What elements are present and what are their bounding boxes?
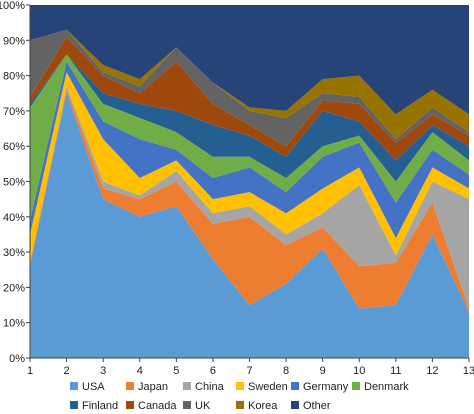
legend-label-usa: USA <box>82 381 105 393</box>
y-tick-label: 20% <box>3 282 25 294</box>
legend-swatch-usa <box>70 382 78 390</box>
legend-label-korea: Korea <box>248 400 278 412</box>
legend: USA Japan China Sweden Germany Denmark Finland… <box>70 381 409 412</box>
x-tick-label: 7 <box>246 365 252 377</box>
legend-label-other: Other <box>303 400 331 412</box>
y-tick-label: 40% <box>3 212 25 224</box>
y-tick-label: 100% <box>0 0 25 12</box>
legend-swatch-japan <box>126 382 134 390</box>
area-series-denmark <box>30 54 469 221</box>
axes-group: 0%10%20%30%40%50%60%70%80%90%100%1234567… <box>0 0 474 377</box>
area-series-usa <box>30 93 469 358</box>
legend-swatch-other <box>291 401 299 409</box>
legend-label-germany: Germany <box>303 381 349 393</box>
x-tick-label: 12 <box>426 365 438 377</box>
x-tick-label: 13 <box>463 365 474 377</box>
x-tick-label: 10 <box>353 365 365 377</box>
legend-swatch-china <box>183 382 191 390</box>
y-tick-label: 10% <box>3 318 25 330</box>
area-series-other <box>30 5 469 115</box>
y-tick-label: 80% <box>3 71 25 83</box>
y-tick-label: 30% <box>3 247 25 259</box>
x-tick-label: 1 <box>27 365 33 377</box>
area-series-uk <box>30 29 469 147</box>
legend-swatch-germany <box>291 382 299 390</box>
area-series-china <box>30 86 469 309</box>
y-tick-label: 50% <box>3 177 25 189</box>
legend-label-china: China <box>195 381 225 393</box>
x-tick-label: 8 <box>283 365 289 377</box>
legend-swatch-finland <box>70 401 78 409</box>
legend-label-sweden: Sweden <box>248 381 288 393</box>
area-series-finland <box>30 54 469 182</box>
y-tick-label: 90% <box>3 35 25 47</box>
x-tick-label: 11 <box>390 365 401 377</box>
legend-label-finland: Finland <box>82 400 118 412</box>
x-tick-label: 4 <box>137 365 143 377</box>
legend-swatch-canada <box>126 401 134 409</box>
legend-label-denmark: Denmark <box>364 381 409 393</box>
legend-swatch-sweden <box>236 382 244 390</box>
y-tick-label: 70% <box>3 106 25 118</box>
legend-label-japan: Japan <box>138 381 168 393</box>
area-series-sweden <box>30 72 469 263</box>
area-series-japan <box>30 89 469 313</box>
x-tick-label: 2 <box>64 365 70 377</box>
legend-swatch-uk <box>183 401 191 409</box>
x-tick-label: 9 <box>320 365 326 377</box>
y-tick-label: 60% <box>3 141 25 153</box>
legend-label-canada: Canada <box>138 400 177 412</box>
legend-swatch-denmark <box>352 382 360 390</box>
area-series-group <box>30 5 469 358</box>
area-series-germany <box>30 61 469 238</box>
x-tick-label: 6 <box>210 365 216 377</box>
legend-swatch-korea <box>236 401 244 409</box>
legend-label-uk: UK <box>195 400 211 412</box>
y-tick-label: 0% <box>9 353 25 365</box>
area-series-canada <box>30 36 469 161</box>
x-tick-label: 3 <box>100 365 106 377</box>
x-tick-label: 5 <box>173 365 179 377</box>
